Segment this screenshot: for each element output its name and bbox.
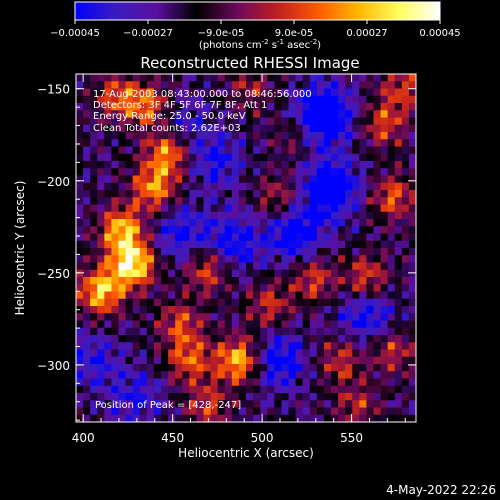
generation-date: 4-May-2022 22:26 bbox=[386, 483, 496, 497]
plot-frame bbox=[75, 73, 417, 423]
heatmap-image bbox=[76, 74, 416, 422]
x-axis-label: Heliocentric X (arcsec) bbox=[178, 446, 314, 460]
y-tick-label: −300 bbox=[37, 359, 70, 373]
y-axis-label: Heliocentric Y (arcsec) bbox=[13, 181, 27, 316]
annotation-detectors: Detectors: 3F 4F 5F 6F 7F 8F, Att 1 bbox=[93, 100, 267, 111]
y-tick-label: −200 bbox=[37, 175, 70, 189]
peak-position-label: Position of Peak = [428,-247] bbox=[95, 400, 241, 411]
colorbar-tick-label: 9.0e-05 bbox=[275, 28, 313, 39]
colorbar-ticks: −0.00045 −0.00027 −9.0e-05 9.0e-05 0.00027 0.… bbox=[50, 20, 461, 39]
x-tick-label: 450 bbox=[161, 431, 184, 445]
axis-ticks: 400 450 500 550 −150 −200 −250 −300 bbox=[37, 74, 416, 445]
colorbar-tick-label: 0.00045 bbox=[419, 28, 460, 39]
colorbar-tick-label: −9.0e-05 bbox=[198, 28, 245, 39]
colorbar-tick-label: −0.00027 bbox=[123, 28, 173, 39]
y-tick-label: −250 bbox=[37, 267, 70, 281]
x-tick-label: 550 bbox=[340, 431, 363, 445]
observation-info: 17-Aug-2003 08:43:00.000 to 08:46:56.000… bbox=[93, 89, 312, 134]
x-tick-label: 400 bbox=[72, 431, 95, 445]
colorbar bbox=[74, 1, 441, 21]
annotation-energy-range: Energy Range: 25.0 - 50.0 keV bbox=[93, 111, 246, 122]
annotation-clean-counts: Clean Total counts: 2.62E+03 bbox=[93, 123, 241, 134]
x-tick-label: 500 bbox=[251, 431, 274, 445]
colorbar-tick-label: −0.00045 bbox=[50, 28, 100, 39]
y-tick-label: −150 bbox=[37, 83, 70, 97]
colorbar-tick-label: 0.00027 bbox=[346, 28, 387, 39]
annotation-time-range: 17-Aug-2003 08:43:00.000 to 08:46:56.000 bbox=[93, 89, 312, 100]
chart-title: Reconstructed RHESSI Image bbox=[140, 54, 359, 72]
colorbar-units-label: (photons cm-2 s-1 asec-2) bbox=[199, 38, 321, 51]
